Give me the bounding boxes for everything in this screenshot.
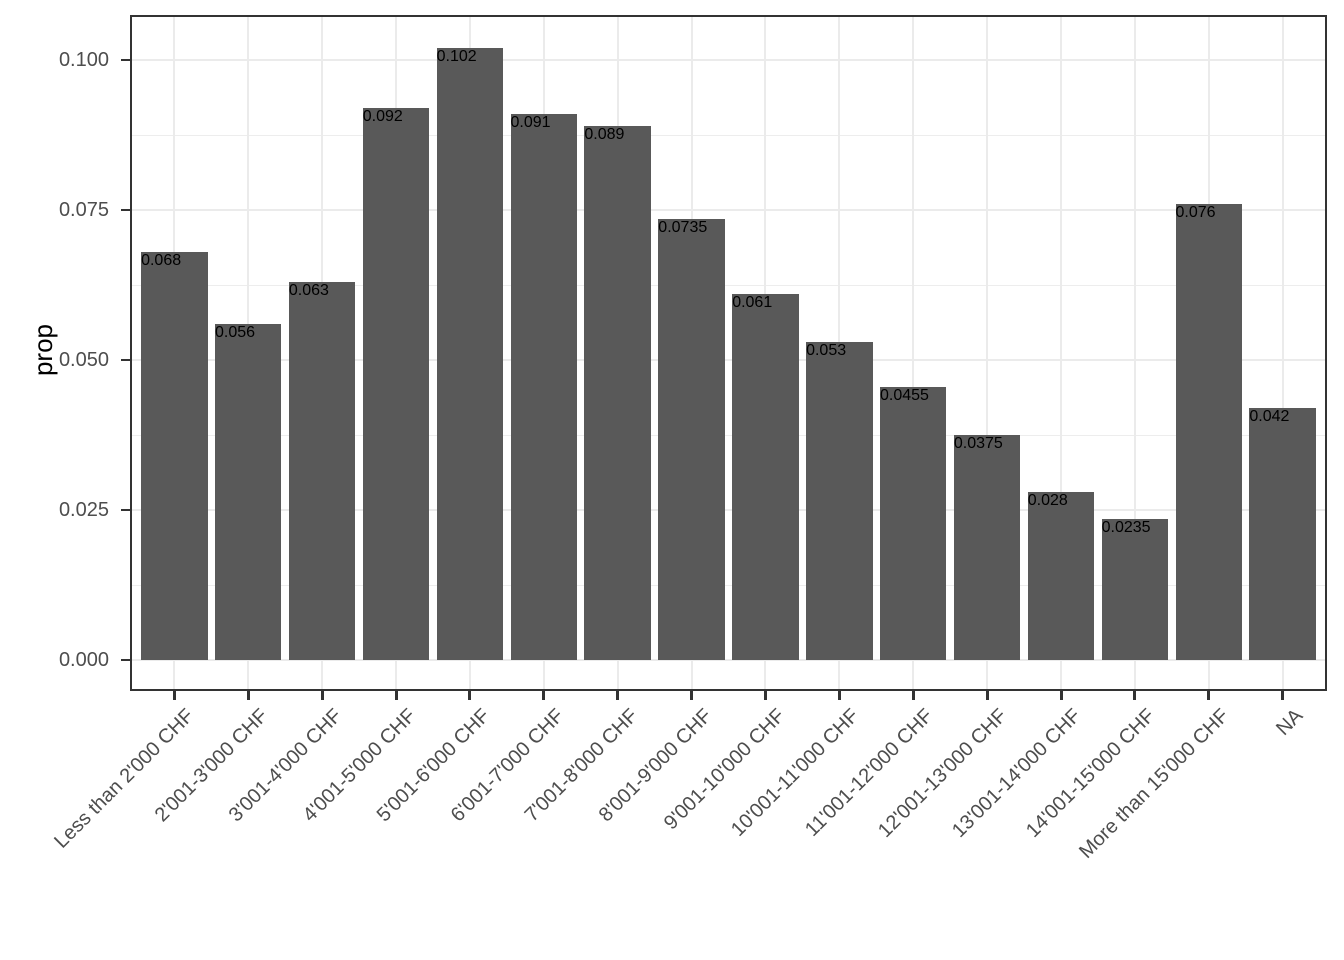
- bar: 0.028: [1027, 492, 1095, 660]
- v-gridline: [1060, 15, 1062, 691]
- y-axis-tick: [121, 209, 130, 211]
- y-axis-tick: [121, 59, 130, 61]
- x-axis-tick: [616, 691, 620, 700]
- x-axis-tick: [911, 691, 915, 700]
- bar: 0.0455: [879, 387, 947, 660]
- x-axis-tick: [468, 691, 472, 700]
- bar: 0.089: [584, 126, 651, 660]
- v-gridline: [1133, 15, 1136, 691]
- h-gridline-minor: [130, 434, 1327, 436]
- y-tick-label: 0.075: [58, 199, 109, 221]
- bar: 0.091: [510, 114, 578, 660]
- bar: 0.0735: [658, 219, 725, 660]
- v-gridline: [912, 15, 915, 691]
- x-axis-tick: [837, 691, 841, 700]
- v-gridline: [1281, 15, 1284, 691]
- h-gridline-minor: [130, 134, 1327, 136]
- x-axis-tick: [320, 691, 324, 700]
- bar: 0.076: [1175, 204, 1243, 660]
- h-gridline-minor: [130, 584, 1327, 586]
- h-gridline-minor: [130, 284, 1327, 286]
- bar: 0.042: [1249, 408, 1316, 660]
- x-axis-tick: [394, 691, 398, 700]
- x-axis-tick: [172, 691, 176, 700]
- x-axis-tick: [690, 691, 694, 700]
- h-gridline-major: [130, 359, 1327, 361]
- bar: 0.053: [806, 342, 873, 660]
- h-gridline-major: [130, 659, 1327, 661]
- bar: 0.0235: [1101, 519, 1169, 660]
- bar: 0.061: [732, 294, 799, 660]
- bar: 0.063: [288, 282, 356, 660]
- x-axis-tick: [1207, 691, 1211, 700]
- x-axis-tick: [542, 691, 546, 700]
- y-tick-label: 0.100: [58, 49, 109, 71]
- x-axis-tick: [1059, 691, 1063, 700]
- y-tick-label: 0.000: [58, 649, 109, 671]
- y-axis-tick: [121, 359, 130, 361]
- h-gridline-major: [130, 59, 1327, 61]
- x-axis-tick: [1133, 691, 1137, 700]
- x-axis-tick: [763, 691, 767, 700]
- y-axis-tick: [121, 509, 130, 511]
- x-axis-tick: [246, 691, 250, 700]
- plot-panel: 0.068 0.056 0.063 0.092 0.102 0.091 0.089 0.073…: [130, 15, 1327, 691]
- h-gridline-major: [130, 509, 1327, 511]
- x-axis-tick: [985, 691, 989, 700]
- x-tick-label: Less than 2'000 CHF: [50, 704, 199, 853]
- bar: 0.068: [141, 252, 208, 660]
- bar: 0.092: [362, 108, 430, 660]
- bar: 0.056: [214, 324, 282, 660]
- v-gridline: [986, 15, 989, 691]
- y-tick-label: 0.050: [58, 349, 109, 371]
- y-axis-tick: [121, 659, 130, 661]
- bar: 0.0375: [953, 435, 1021, 660]
- h-gridline-major: [130, 209, 1327, 211]
- y-tick-label: 0.025: [58, 499, 109, 521]
- bar: 0.102: [436, 48, 504, 660]
- x-axis-tick: [1281, 691, 1285, 700]
